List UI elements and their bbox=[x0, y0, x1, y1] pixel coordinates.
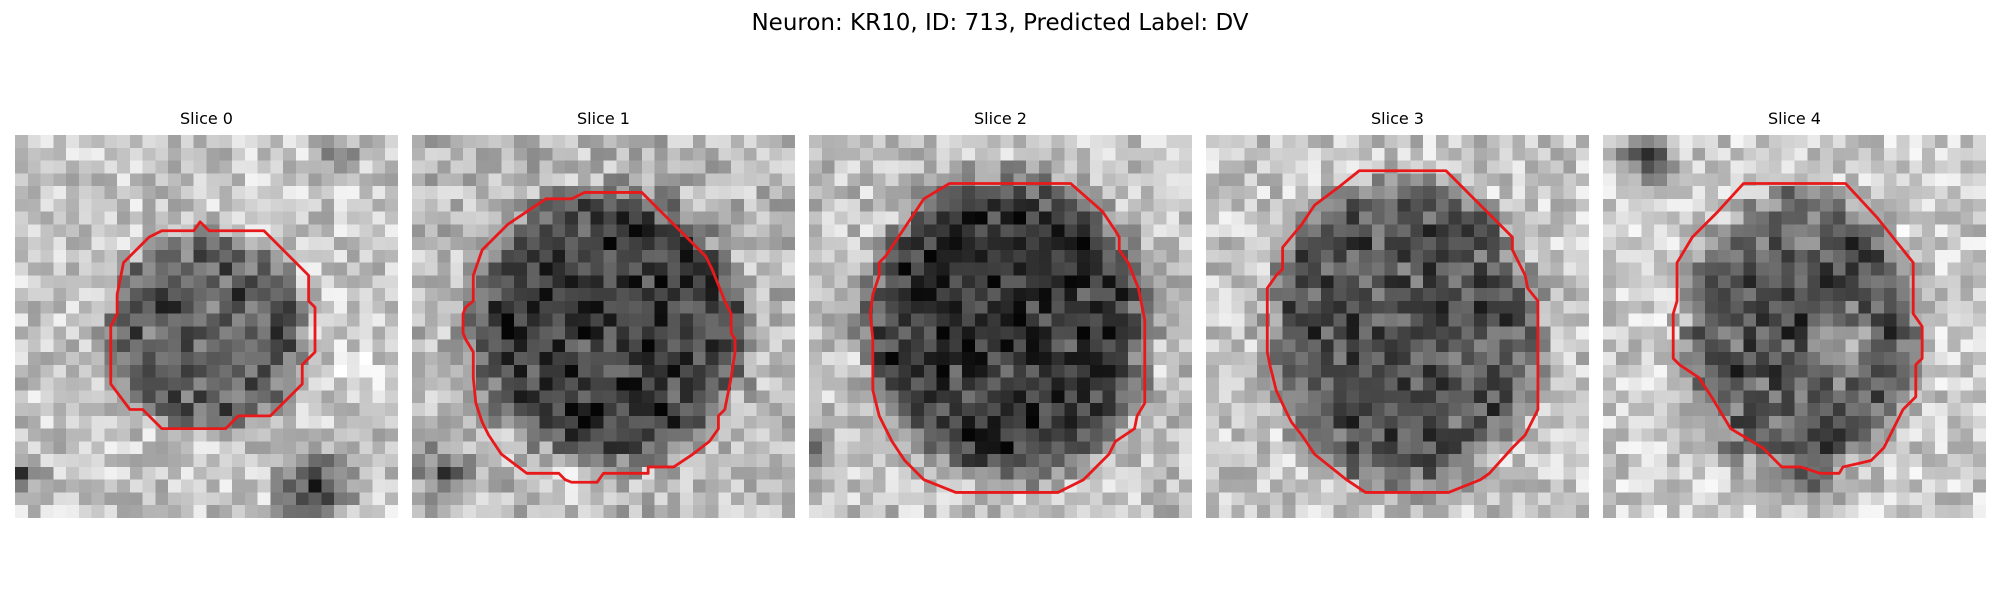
slice-title: Slice 2 bbox=[974, 109, 1027, 128]
slice-title: Slice 1 bbox=[577, 109, 630, 128]
roi-contour bbox=[868, 182, 1147, 494]
slice-title: Slice 0 bbox=[180, 109, 233, 128]
slice-panel: Slice 0 bbox=[15, 107, 398, 518]
slice-panel: Slice 3 bbox=[1206, 107, 1589, 518]
slice-image bbox=[809, 135, 1192, 518]
contour-overlay bbox=[868, 182, 1147, 494]
contour-overlay bbox=[461, 191, 737, 484]
slice-panel: Slice 2 bbox=[809, 107, 1192, 518]
grayscale-patch bbox=[1206, 135, 1589, 518]
slice-title: Slice 4 bbox=[1768, 109, 1821, 128]
contour-overlay bbox=[1671, 182, 1924, 475]
slice-image bbox=[412, 135, 795, 518]
slice-panel: Slice 4 bbox=[1603, 107, 1986, 518]
roi-contour bbox=[1265, 169, 1540, 494]
contour-overlay bbox=[1265, 169, 1540, 494]
slice-image bbox=[1206, 135, 1589, 518]
roi-contour bbox=[1671, 182, 1924, 475]
roi-contour bbox=[109, 220, 317, 431]
slice-title: Slice 3 bbox=[1371, 109, 1424, 128]
roi-contour bbox=[461, 191, 737, 484]
figure-title: Neuron: KR10, ID: 713, Predicted Label: … bbox=[751, 10, 1249, 36]
slice-image bbox=[15, 135, 398, 518]
contour-overlay bbox=[109, 220, 317, 431]
slice-panel: Slice 1 bbox=[412, 107, 795, 518]
grayscale-patch bbox=[15, 135, 398, 518]
slice-image bbox=[1603, 135, 1986, 518]
